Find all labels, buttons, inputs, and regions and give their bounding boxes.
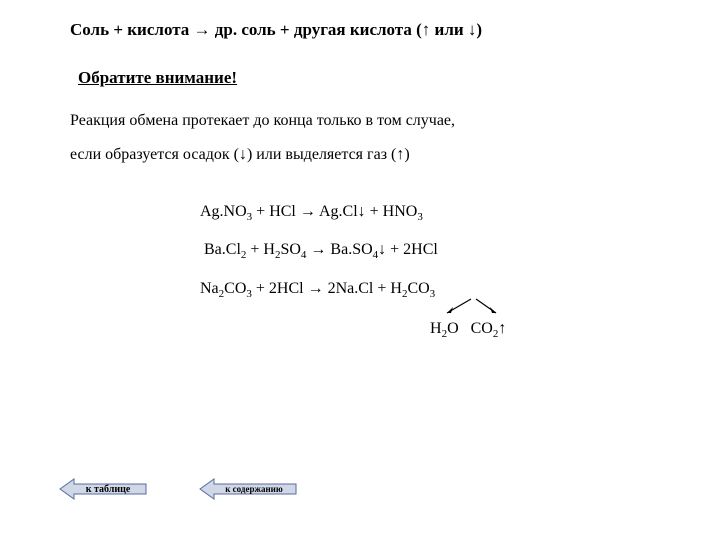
body-text: Реакция обмена протекает до конца только… bbox=[70, 104, 650, 171]
to-table-button[interactable]: к таблице bbox=[58, 476, 148, 502]
arrow-left-icon: к таблице bbox=[58, 476, 148, 502]
to-contents-button[interactable]: к содержанию bbox=[198, 476, 298, 502]
svg-text:к таблице: к таблице bbox=[86, 484, 131, 495]
arrow-left-icon: к содержанию bbox=[198, 476, 298, 502]
equations-block: Ag.NO3 + HCl → Ag.Cl↓ + HNO3 Ba.Cl2 + H2… bbox=[200, 195, 650, 346]
svg-text:к содержанию: к содержанию bbox=[225, 484, 283, 494]
body-line-2: если образуется осадок (↓) или выделяетс… bbox=[70, 138, 650, 172]
equation-1: Ag.NO3 + HCl → Ag.Cl↓ + HNO3 bbox=[200, 195, 650, 229]
decomposition-products: H2O CO2↑ bbox=[430, 312, 650, 346]
reaction-heading: Соль + кислота → др. соль + другая кисло… bbox=[70, 20, 650, 40]
decomp-arrows-icon bbox=[441, 294, 511, 328]
attention-title: Обратите внимание! bbox=[78, 68, 650, 88]
nav-buttons: к таблице к содержанию bbox=[58, 476, 298, 502]
equation-2: Ba.Cl2 + H2SO4 → Ba.SO4↓ + 2HCl bbox=[204, 233, 650, 267]
body-line-1: Реакция обмена протекает до конца только… bbox=[70, 104, 650, 138]
equation-3: Na2CO3 + 2HCl → 2Na.Cl + H2CO3 bbox=[200, 272, 650, 306]
